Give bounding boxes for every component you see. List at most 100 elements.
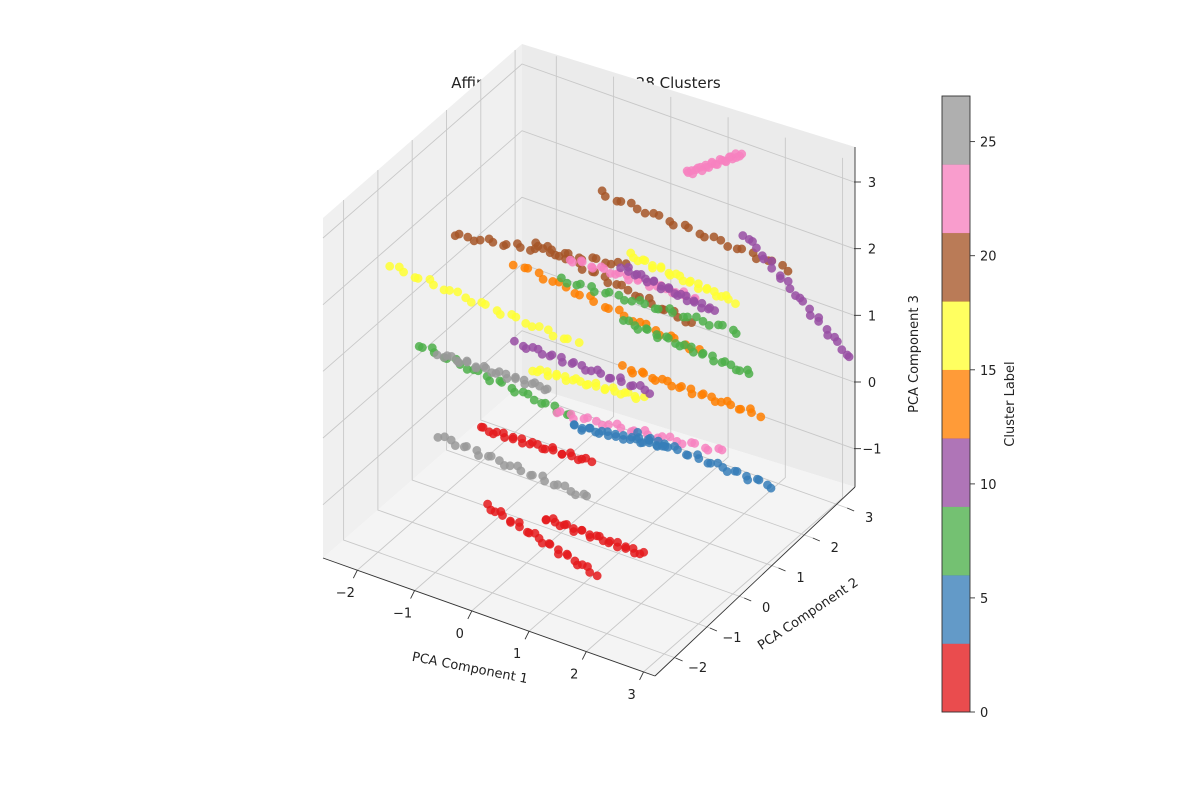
scatter-point [635,295,645,305]
y-grid-line [411,140,745,599]
scatter-point [570,556,580,566]
scatter-point [543,371,553,381]
colorbar-segment [942,96,970,165]
scatter-point [601,288,611,298]
scatter-point [583,379,593,389]
scatter-point [552,408,562,418]
z-tick-label: 2 [868,243,876,258]
scatter-point [463,232,473,242]
scatter-point [637,367,647,377]
colorbar-segment [942,369,970,439]
scatter-point [697,349,707,359]
scatter-point [612,419,622,429]
y-grid-line [446,110,779,569]
scatter-point [502,374,512,383]
scatter-point [600,191,610,201]
x-tick-label: −2 [336,586,355,601]
scatter-point [548,331,558,341]
scatter-point [783,276,793,286]
scatter-point [568,257,577,267]
scatter-point [538,274,548,284]
scatter-point [579,489,589,499]
scatter-point [548,443,558,452]
scatter-point [459,442,469,452]
scatter-point [693,279,703,289]
scatter-point [425,274,435,284]
scatter-point [641,324,651,334]
scatter-point [574,338,584,348]
scatter-point [543,325,553,335]
scatter-point [730,466,740,476]
scatter-point [606,373,616,383]
scatter-point [592,571,602,581]
scatter-point [640,425,650,435]
scatter-point [450,231,460,241]
scatter-point [433,432,443,442]
scatter-point [476,422,486,432]
colorbar-segment [942,575,970,644]
colorbar-tick-label: 0 [980,706,988,721]
z-grid-line [322,263,855,439]
scatter-point [674,383,684,393]
scatter-point [461,293,471,303]
scatter-point [588,253,598,263]
x-tick-mark [352,570,358,579]
x-grid-line [357,56,557,571]
scatter-point [569,357,579,367]
y-tick-mark [812,537,821,542]
scatter-point [566,409,576,419]
scatter-point [778,260,788,270]
scatter-point [410,273,420,283]
scatter-point [688,169,698,179]
y-tick-mark [846,507,855,512]
y-grid-line [343,200,676,659]
scatter-point [723,242,733,251]
scatter-point [560,248,570,258]
scatter-point [462,357,472,367]
z-axis-label: PCA Component 3 [907,295,922,413]
scatter-point [647,261,657,270]
y-tick-mark [778,567,786,572]
scatter-point [618,316,628,325]
scatter-point [477,297,487,307]
scatter-point [776,274,785,283]
scatter-point [585,530,595,540]
scatter-point [483,451,493,461]
scatter-point [541,515,551,525]
y-tick-label: −1 [722,631,741,646]
scatter-point [728,325,738,335]
scatter-point [743,365,752,375]
scatter-point [691,312,701,322]
scatter-point [591,416,601,426]
scatter-point [577,423,587,433]
y-tick-label: 2 [831,541,839,556]
x-grid-line [643,157,844,673]
scatter-point [537,349,547,359]
scatter-point [414,341,424,351]
scatter-point [763,480,772,490]
scatter-point [600,384,610,393]
scatter-point [689,296,699,306]
scatter-point [664,268,674,278]
z-tick-label: 1 [868,309,876,324]
scatter-point [556,273,566,283]
scatter-point [616,197,626,206]
scatter-point [614,290,624,300]
scatter-point [628,381,638,391]
scatter-point [566,486,576,496]
scatter-point [627,296,637,306]
scatter-point [805,311,815,320]
colorbar-segment [942,438,970,507]
scatter-point [588,263,598,273]
scatter-point [589,297,599,307]
scatter-point [710,306,720,316]
scatter-point [439,285,449,295]
scatter-point [633,427,643,437]
scatter-point [534,268,544,278]
scatter-point [708,351,717,361]
scatter-point [668,220,678,230]
scatter-point [538,471,548,481]
scatter-point [505,516,515,526]
scatter-point [603,278,613,288]
